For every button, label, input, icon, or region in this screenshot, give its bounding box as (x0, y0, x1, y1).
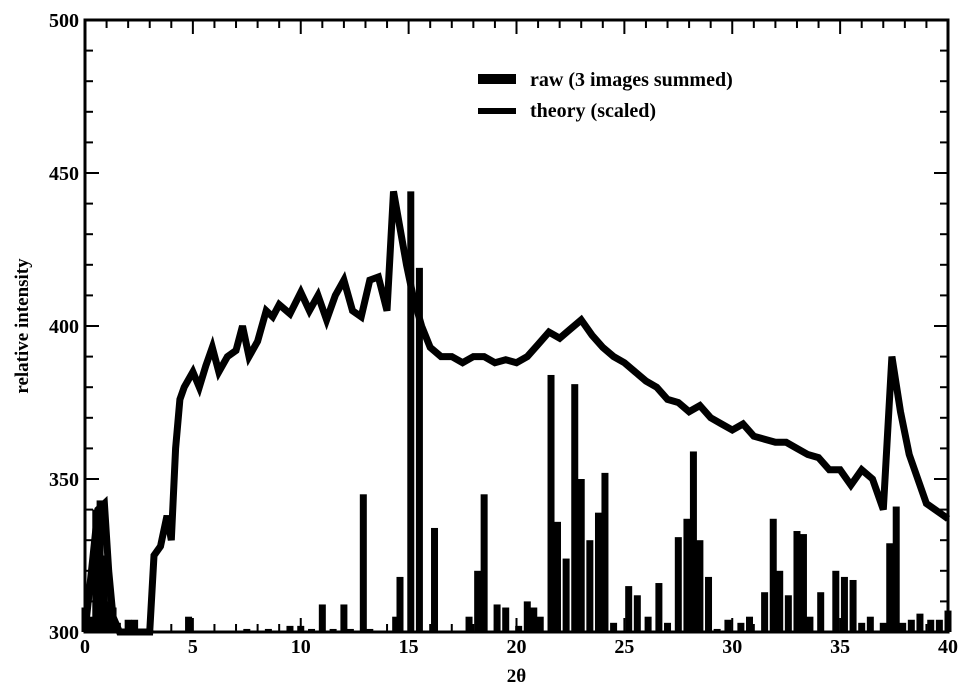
raw-bar (105, 601, 113, 632)
raw-bar (185, 616, 193, 632)
legend-label-raw: raw (3 images summed) (530, 69, 733, 91)
raw-bar (769, 518, 777, 632)
x-tick-label: 20 (507, 636, 527, 658)
raw-bar (577, 479, 585, 632)
raw-bar (927, 619, 935, 632)
x-tick-label: 15 (399, 636, 419, 658)
theory-line-layer (81, 190, 951, 636)
raw-bar (840, 576, 848, 632)
raw-bar (892, 506, 900, 632)
y-tick-label: 450 (49, 163, 79, 185)
raw-bar (746, 616, 754, 632)
raw-bar (536, 616, 544, 632)
x-tick-label: 30 (722, 636, 742, 658)
x-tick-label: 10 (291, 636, 311, 658)
raw-bar (502, 607, 510, 632)
raw-bar (264, 628, 272, 632)
raw-bar (100, 555, 108, 632)
raw-bar (633, 595, 641, 632)
raw-bar (832, 570, 840, 632)
raw-bar (907, 619, 915, 632)
raw-bar (674, 537, 682, 632)
raw-bar (683, 518, 691, 632)
y-tick-label: 500 (49, 10, 79, 32)
raw-bar (329, 628, 337, 632)
raw-bar (625, 586, 633, 632)
y-tick-label: 350 (49, 469, 79, 491)
raw-bar (243, 628, 251, 632)
raw-bar (886, 543, 894, 632)
raw-bar (131, 619, 139, 632)
y-tick-label: 300 (49, 622, 79, 644)
axis-ticks (84, 19, 949, 633)
raw-bar (286, 625, 294, 632)
raw-bar (340, 604, 348, 632)
legend-swatch-raw (478, 74, 516, 84)
raw-bar (610, 622, 618, 632)
raw-bar (793, 531, 801, 632)
raw-bar (359, 494, 367, 632)
raw-bar (396, 576, 404, 632)
raw-bar (547, 374, 555, 632)
legend-label-theory: theory (scaled) (530, 100, 656, 122)
raw-bar (601, 472, 609, 632)
x-tick-label: 0 (80, 636, 90, 658)
y-tick-label: 400 (49, 316, 79, 338)
raw-bar (553, 521, 561, 632)
x-tick-label: 40 (938, 636, 958, 658)
legend: raw (3 images summed) theory (scaled) (478, 69, 733, 122)
raw-bar (724, 619, 732, 632)
raw-bar (817, 592, 825, 632)
raw-bar (515, 625, 523, 632)
raw-bar (799, 534, 807, 632)
raw-bar (594, 512, 602, 632)
raw-bar (696, 540, 704, 632)
y-axis-title: relative intensity (12, 258, 33, 394)
raw-bar (935, 619, 943, 632)
raw-bar (392, 616, 400, 632)
raw-bar (407, 191, 415, 633)
raw-bar (761, 592, 769, 632)
raw-bar (689, 451, 697, 632)
raw-bar (474, 570, 482, 632)
raw-bar (899, 622, 907, 632)
raw-bar (784, 595, 792, 632)
x-axis-title: 2θ (507, 666, 527, 687)
raw-bar (465, 616, 473, 632)
raw-bar (530, 607, 538, 632)
raw-bar (866, 616, 874, 632)
raw-bar (916, 613, 924, 632)
y-tick-labels: 300 350 400 450 500 (49, 10, 79, 644)
x-tick-label: 25 (614, 636, 634, 658)
raw-bar (346, 628, 354, 632)
raw-bar (480, 494, 488, 632)
raw-bar (493, 604, 501, 632)
raw-bar (318, 604, 326, 632)
raw-bar (713, 628, 721, 632)
raw-bar (806, 616, 814, 632)
legend-swatch-theory (478, 108, 516, 114)
raw-bar (705, 576, 713, 632)
raw-bar (644, 616, 652, 632)
raw-bar (737, 622, 745, 632)
raw-bar (586, 540, 594, 632)
raw-bar (96, 500, 104, 632)
x-tick-label: 5 (188, 636, 198, 658)
x-tick-labels: 0 5 10 15 20 25 30 35 40 (80, 636, 958, 658)
raw-bar (523, 601, 531, 632)
raw-bar (366, 628, 374, 632)
theory-line (81, 190, 951, 636)
raw-bar (415, 267, 423, 632)
raw-bar (87, 616, 95, 632)
raw-bar (562, 558, 570, 632)
raw-bar (308, 628, 316, 632)
raw-bar (655, 583, 663, 632)
raw-bar (92, 509, 100, 632)
raw-bar (431, 527, 439, 632)
raw-bar (571, 384, 579, 632)
x-tick-label: 35 (830, 636, 850, 658)
raw-bar (776, 570, 784, 632)
raw-bar (849, 579, 857, 632)
